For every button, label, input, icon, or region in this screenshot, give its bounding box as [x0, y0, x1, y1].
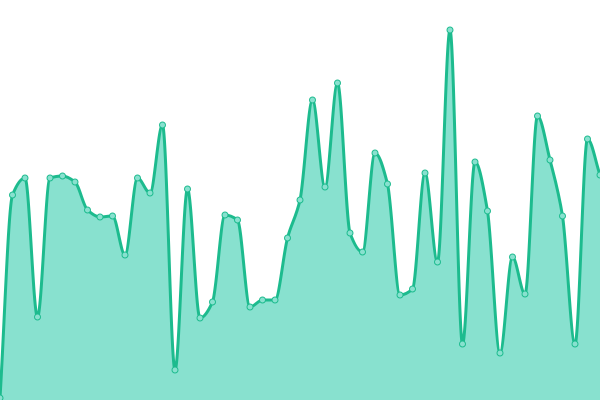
- point: [521, 290, 529, 298]
- point: [334, 79, 341, 87]
- point: [246, 303, 254, 311]
- point: [496, 349, 504, 357]
- point: [434, 258, 441, 266]
- point: [196, 314, 204, 322]
- point: [221, 211, 229, 219]
- point: [596, 171, 600, 179]
- point: [34, 313, 41, 321]
- area: [0, 30, 600, 400]
- point: [9, 191, 16, 199]
- point: [209, 298, 216, 306]
- point: [559, 212, 566, 220]
- point: [584, 135, 591, 143]
- point: [421, 169, 429, 177]
- point: [309, 96, 316, 104]
- point: [84, 206, 91, 214]
- point: [146, 189, 154, 197]
- point: [371, 149, 379, 157]
- point: [296, 196, 304, 204]
- point: [534, 112, 541, 120]
- point: [234, 216, 241, 224]
- point: [321, 183, 329, 191]
- point: [484, 207, 491, 215]
- point: [359, 248, 366, 256]
- point: [59, 172, 66, 180]
- point: [546, 156, 554, 164]
- point: [571, 340, 579, 348]
- point: [109, 212, 116, 220]
- point: [396, 291, 404, 299]
- point: [96, 213, 104, 221]
- point: [184, 185, 191, 193]
- point: [159, 121, 166, 129]
- point: [446, 26, 454, 34]
- point: [384, 180, 391, 188]
- point: [0, 394, 4, 400]
- point: [409, 285, 416, 293]
- point: [171, 366, 179, 374]
- point: [271, 296, 279, 304]
- point: [121, 251, 129, 259]
- point: [509, 253, 516, 261]
- point: [259, 296, 266, 304]
- point: [21, 174, 29, 182]
- point: [284, 234, 291, 242]
- point: [71, 178, 79, 186]
- point: [346, 229, 354, 237]
- point: [459, 340, 466, 348]
- point: [471, 158, 479, 166]
- point: [46, 174, 54, 182]
- point: [134, 174, 141, 182]
